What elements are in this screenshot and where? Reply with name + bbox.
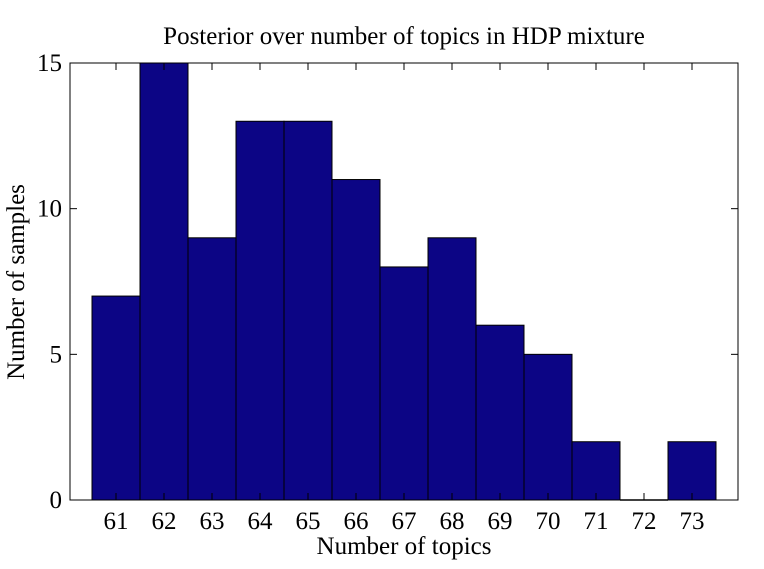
x-tick-label-62: 62 bbox=[152, 508, 177, 535]
x-axis-label: Number of topics bbox=[317, 533, 492, 560]
plot-area-frame bbox=[69, 62, 739, 501]
bar-63 bbox=[187, 237, 237, 501]
bar-71 bbox=[571, 441, 621, 501]
x-tick-label-70: 70 bbox=[536, 508, 561, 535]
x-tick-label-68: 68 bbox=[440, 508, 465, 535]
x-tick-label-73: 73 bbox=[680, 508, 705, 535]
bar-62 bbox=[139, 62, 189, 501]
y-tick-label-15: 15 bbox=[37, 50, 62, 77]
x-tick-label-67: 67 bbox=[392, 508, 417, 535]
bar-68 bbox=[427, 237, 477, 501]
x-tick-label-71: 71 bbox=[584, 508, 609, 535]
x-tick-label-61: 61 bbox=[104, 508, 129, 535]
ticks-layer: 61 62 63 64 65 66 67 68 69 70 71 72 73 0 5 10 15 bbox=[37, 50, 738, 535]
bar-69 bbox=[475, 324, 525, 501]
x-tick-label-72: 72 bbox=[632, 508, 657, 535]
y-tick-label-0: 0 bbox=[50, 487, 63, 514]
y-tick-label-5: 5 bbox=[50, 341, 63, 368]
x-tick-label-69: 69 bbox=[488, 508, 513, 535]
y-axis-label: Number of samples bbox=[3, 184, 30, 380]
x-tick-label-64: 64 bbox=[248, 508, 274, 535]
bar-64 bbox=[235, 120, 285, 501]
bar-73 bbox=[667, 441, 717, 501]
bars-layer bbox=[91, 62, 717, 501]
bar-65 bbox=[283, 120, 333, 501]
bar-66 bbox=[331, 179, 381, 501]
x-tick-label-66: 66 bbox=[344, 508, 369, 535]
x-tick-label-65: 65 bbox=[296, 508, 321, 535]
y-tick-label-10: 10 bbox=[37, 196, 62, 223]
chart-title: Posterior over number of topics in HDP m… bbox=[163, 23, 645, 50]
x-tick-label-63: 63 bbox=[200, 508, 225, 535]
bar-67 bbox=[379, 266, 429, 501]
bar-61 bbox=[91, 295, 141, 501]
bar-70 bbox=[523, 353, 573, 501]
